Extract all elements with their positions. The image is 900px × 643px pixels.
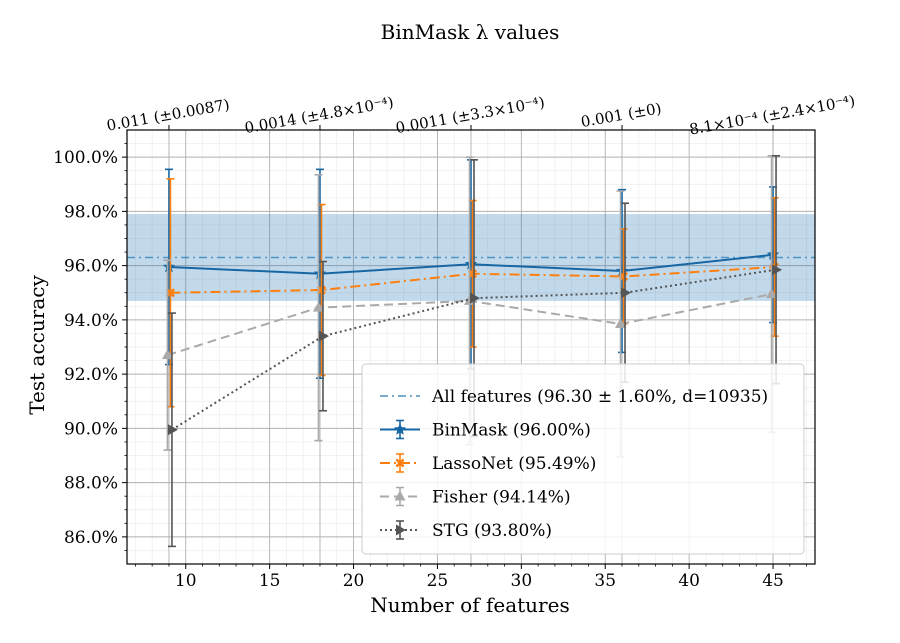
legend: All features (96.30 ± 1.60%, d=10935) Bin… — [361, 363, 805, 555]
y-tick-label: 96.0% — [64, 257, 118, 277]
y-tick-label: 98.0% — [64, 202, 118, 222]
y-tick-label: 92.0% — [64, 365, 118, 385]
data-point — [313, 267, 327, 280]
legend-swatch-marker — [396, 524, 406, 536]
data-point — [464, 257, 478, 270]
x-tick-label: 15 — [259, 571, 281, 591]
legend-swatch-marker — [395, 458, 405, 468]
y-tick-label: 86.0% — [64, 528, 118, 548]
data-point — [312, 301, 324, 312]
x-axis-label: Number of features — [370, 593, 569, 617]
data-point — [162, 260, 176, 273]
data-point — [161, 349, 173, 360]
y-tick-label: 88.0% — [64, 474, 118, 494]
x-tick-label: 30 — [511, 571, 533, 591]
top-axis-tick-label: 0.001 (±0) — [579, 99, 662, 131]
top-axis-tick-label: 0.011 (±0.0087) — [105, 95, 231, 134]
data-point — [167, 424, 178, 436]
y-tick-label: 90.0% — [64, 419, 118, 439]
chart-title: BinMask λ values — [381, 20, 560, 44]
data-point — [772, 264, 783, 276]
legend-box — [361, 363, 805, 555]
legend-label: BinMask (96.00%) — [432, 421, 591, 441]
data-point — [766, 288, 778, 299]
legend-label: Fisher (94.14%) — [432, 488, 571, 508]
x-tick-label: 35 — [594, 571, 616, 591]
legend-label-all-features: All features (96.30 ± 1.60%, d=10935) — [431, 387, 768, 407]
legend-swatch-marker — [394, 490, 406, 501]
legend-swatch-marker — [393, 422, 407, 435]
data-point — [318, 330, 329, 342]
x-tick-label: 25 — [427, 571, 449, 591]
x-tick-label: 10 — [175, 571, 197, 591]
legend-label: LassoNet (95.49%) — [432, 454, 596, 474]
data-point — [615, 317, 627, 328]
x-tick-label: 45 — [762, 571, 784, 591]
y-tick-label: 94.0% — [64, 311, 118, 331]
y-axis-label: Test accuracy — [25, 275, 49, 415]
y-tick-label: 100.0% — [53, 148, 118, 168]
data-point — [470, 292, 480, 304]
series-line — [171, 268, 777, 431]
data-point — [621, 287, 632, 299]
x-tick-label: 20 — [343, 571, 365, 591]
legend-label: STG (93.80%) — [432, 521, 552, 541]
x-tick-label: 40 — [678, 571, 700, 591]
data-point — [766, 248, 780, 261]
